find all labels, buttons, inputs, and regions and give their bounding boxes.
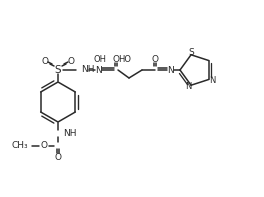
Text: O: O [152,55,158,63]
Text: O: O [112,55,120,63]
Text: O: O [41,57,49,65]
Text: O: O [40,141,48,151]
Text: HO: HO [118,55,131,63]
Text: OH: OH [93,55,106,63]
Text: N: N [95,65,101,74]
Text: N: N [209,76,215,85]
Text: S: S [188,48,194,57]
Text: CH₃: CH₃ [11,141,28,151]
Text: NH: NH [81,64,95,73]
Text: O: O [68,57,74,65]
Text: S: S [55,65,61,75]
Text: O: O [54,152,62,162]
Text: NH: NH [63,128,77,138]
Text: N: N [185,82,191,91]
Text: N: N [167,65,173,74]
